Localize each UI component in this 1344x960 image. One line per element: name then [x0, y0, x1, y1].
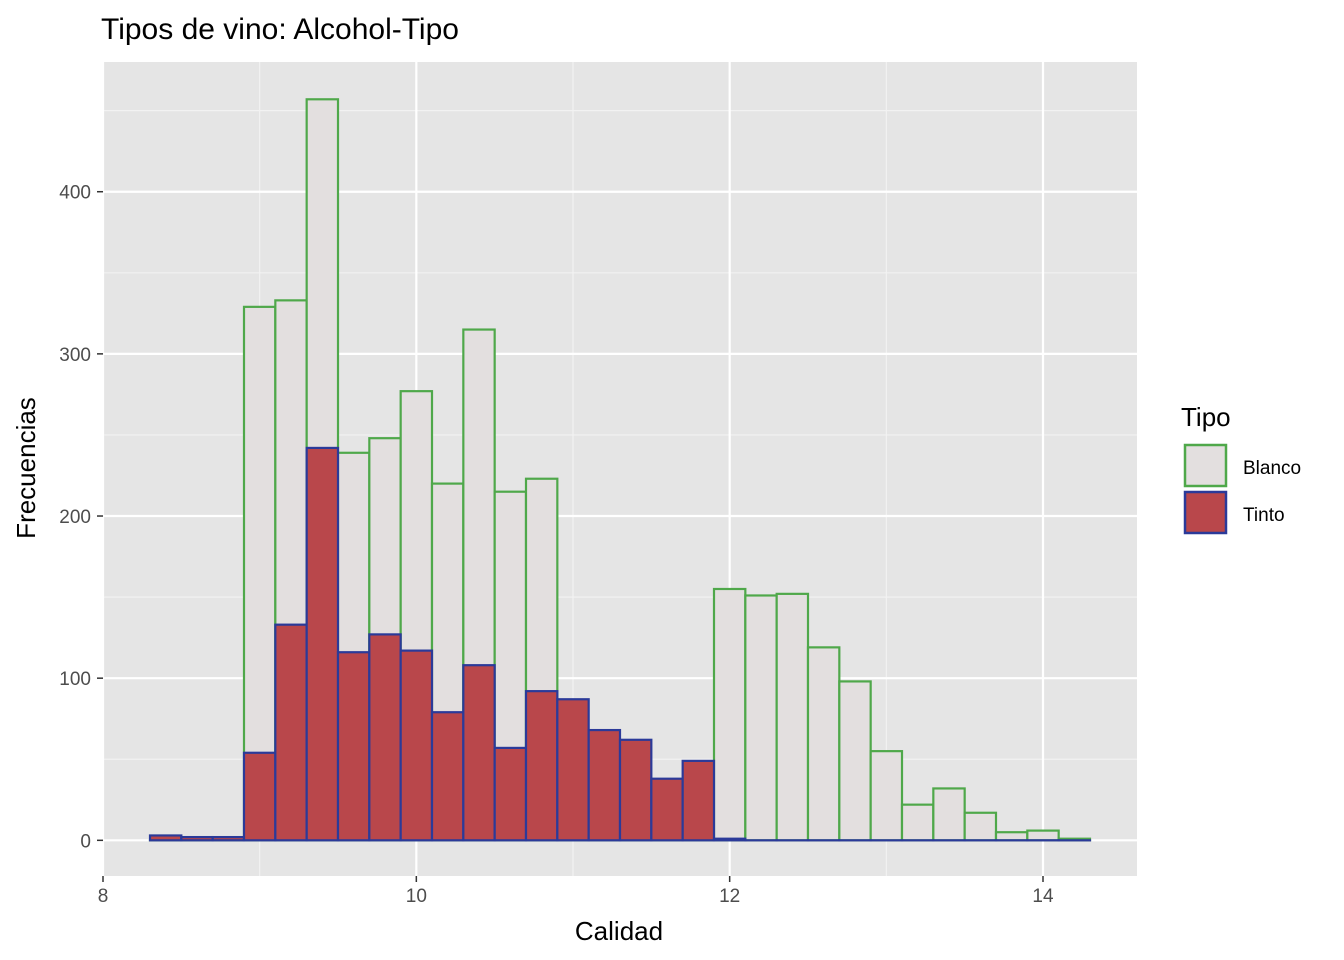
x-axis-title: Calidad	[575, 916, 663, 946]
histogram-bar-tinto	[712, 837, 747, 842]
y-tick-label: 0	[80, 831, 91, 852]
histogram-bar-tinto	[211, 835, 246, 842]
histogram-bar-blanco	[775, 592, 810, 842]
y-axis-ticks: 0 100 200 300 400	[59, 183, 103, 852]
histogram-bar-blanco	[900, 803, 935, 842]
x-tick-label: 10	[406, 886, 427, 907]
histogram-bar-tinto	[180, 835, 214, 842]
histogram-bar-blanco	[838, 680, 872, 842]
legend: Tipo Blanco Tinto	[1181, 402, 1301, 535]
legend-item-blanco: Blanco	[1183, 443, 1301, 488]
histogram-bar-tinto	[148, 834, 183, 842]
histogram-bar-blanco	[994, 831, 1029, 842]
histogram-bar-blanco	[242, 305, 277, 842]
chart-title: Tipos de vino: Alcohol-Tipo	[101, 13, 459, 46]
legend-key-tinto	[1183, 490, 1228, 535]
legend-key-blanco	[1183, 443, 1228, 488]
histogram-bar-blanco	[932, 787, 966, 842]
histogram-bar-tinto	[274, 623, 308, 842]
y-tick-label: 400	[59, 183, 91, 204]
histogram-bar-blanco	[869, 750, 904, 842]
histogram-bar-blanco	[963, 811, 998, 842]
histogram-bar-blanco	[1026, 829, 1060, 842]
x-axis-ticks: 8 10 12 14	[98, 876, 1054, 907]
histogram-bar-blanco	[806, 646, 841, 842]
series-tinto-bars	[148, 446, 1092, 842]
histogram-bar-tinto	[305, 446, 340, 842]
histogram-bar-tinto	[650, 777, 684, 842]
x-tick-label: 14	[1032, 886, 1054, 907]
histogram-bar-tinto	[524, 690, 559, 842]
y-tick-label: 200	[59, 507, 91, 528]
histogram-bar-tinto	[368, 633, 402, 842]
histogram-bar-tinto	[618, 738, 653, 842]
histogram-bar-tinto	[430, 711, 465, 842]
histogram-bar-blanco	[744, 594, 778, 842]
x-tick-label: 12	[719, 886, 740, 907]
legend-title: Tipo	[1181, 402, 1231, 432]
histogram-bar-tinto	[681, 759, 716, 842]
histogram-bar-tinto	[399, 649, 434, 842]
x-tick-label: 8	[98, 886, 109, 907]
histogram-bar-tinto	[462, 664, 496, 842]
histogram-bar-blanco	[712, 587, 747, 842]
y-axis-title: Frecuencias	[11, 397, 41, 539]
legend-item-tinto: Tinto	[1183, 490, 1285, 535]
y-tick-label: 100	[59, 669, 91, 690]
histogram-bar-tinto	[242, 751, 277, 842]
y-tick-label: 300	[59, 345, 91, 366]
histogram-bar-tinto	[493, 746, 528, 842]
legend-label-blanco: Blanco	[1243, 458, 1301, 479]
legend-label-tinto: Tinto	[1243, 505, 1285, 526]
histogram-bar-tinto	[556, 698, 590, 842]
histogram-bar-tinto	[336, 651, 371, 842]
histogram-bar-tinto	[587, 728, 622, 842]
